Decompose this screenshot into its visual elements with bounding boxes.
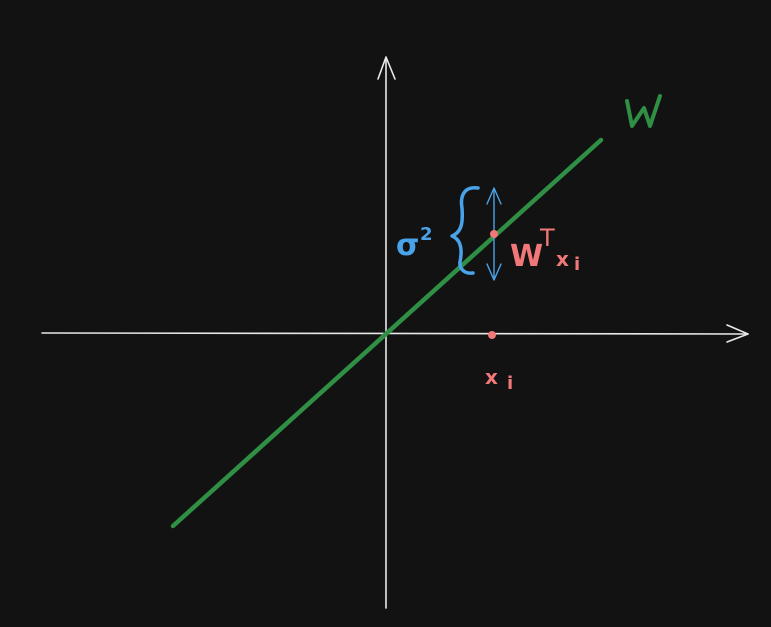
variance-arrow-top-head (486, 187, 502, 205)
variance-label: σ (396, 228, 419, 263)
w-line-label-glyph (625, 94, 662, 128)
projection-label-x: x (556, 247, 569, 271)
projection-label-superscript: T (539, 224, 555, 252)
data-point-xi (488, 331, 496, 339)
variance-label-superscript: 2 (420, 224, 433, 245)
projection-label: W (510, 239, 543, 274)
projected-point (490, 230, 498, 238)
variance-arrow-bottom-head (486, 263, 502, 281)
w-direction-line (170, 137, 604, 529)
x-axis (41, 332, 749, 335)
projection-label-subscript: i (574, 254, 580, 275)
data-point-label-subscript: i (507, 373, 513, 394)
y-axis-arrowhead (377, 56, 396, 80)
data-point-label: x (485, 365, 498, 389)
x-axis-arrowhead (726, 324, 749, 343)
variance-brace (450, 186, 480, 275)
